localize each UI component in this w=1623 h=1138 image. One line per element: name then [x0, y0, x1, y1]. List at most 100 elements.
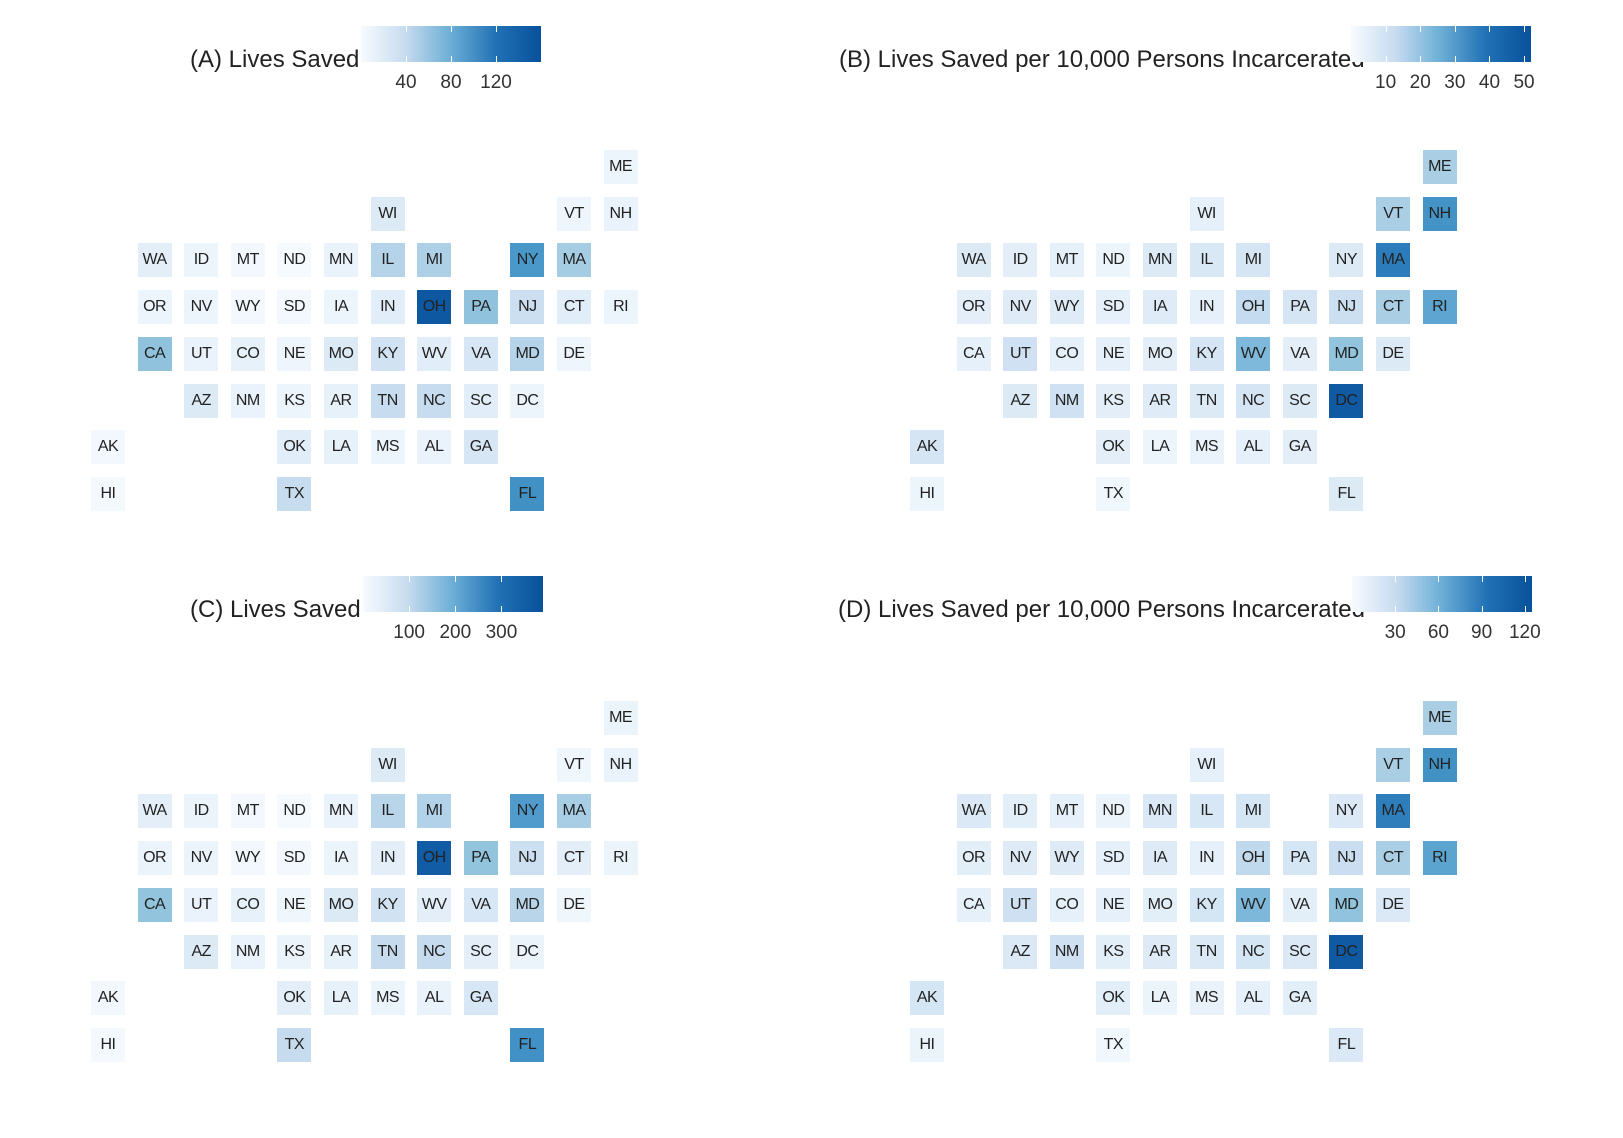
legend-tick-mark [501, 606, 503, 612]
state-tile-ok: OK [277, 430, 312, 465]
panel-title: (A) Lives Saved [190, 46, 360, 73]
state-tile-nc: NC [1236, 383, 1271, 418]
state-tile-ut: UT [184, 887, 219, 922]
state-tile-la: LA [324, 981, 358, 1016]
state-tile-tn: TN [370, 383, 405, 418]
state-tile-ne: NE [277, 336, 312, 371]
legend-tick-mark [455, 606, 457, 612]
legend-tick-label: 30 [1384, 622, 1406, 643]
state-tile-ca: CA [137, 336, 172, 371]
state-tile-ct: CT [557, 841, 591, 876]
panel-a: (A) Lives Saved 40 80 120 AK HI WA OR CA ID NV UT… [0, 0, 811, 566]
panel-b: (B) Lives Saved per 10,000 Persons Incar… [839, 0, 1623, 566]
tile-grid: AK HI WA OR CA ID NV UT AZ MT WY CO NM ND SD NE KS OK TX MN… [851, 0, 1623, 566]
state-tile-dc: DC [510, 383, 545, 418]
state-tile-dc: DC [1329, 934, 1364, 969]
legend-tick-label: 40 [1478, 72, 1501, 93]
state-tile-ar: AR [324, 934, 358, 969]
state-tile-ks: KS [1096, 383, 1131, 418]
state-tile-sd: SD [1096, 290, 1131, 325]
state-tile-nm: NM [230, 383, 265, 418]
legend-tick-mark [455, 576, 457, 582]
state-tile-fl: FL [510, 1027, 545, 1062]
legend-tick-mark [1524, 606, 1526, 612]
state-tile-sd: SD [277, 290, 312, 325]
state-tile-id: ID [1003, 794, 1038, 829]
state-tile-ne: NE [277, 887, 312, 922]
state-tile-ak: AK [91, 430, 125, 465]
state-tile-fl: FL [1329, 1027, 1364, 1062]
state-tile-il: IL [370, 243, 405, 278]
state-tile-mt: MT [1049, 243, 1084, 278]
state-tile-wi: WI [370, 196, 405, 231]
state-tile-hi: HI [91, 476, 125, 511]
state-tile-vt: VT [557, 747, 591, 782]
state-tile-wa: WA [956, 243, 991, 278]
state-tile-ia: IA [1143, 290, 1177, 325]
state-tile-wv: WV [417, 887, 452, 922]
state-tile-oh: OH [1236, 841, 1271, 876]
legend-tick-mark [501, 576, 503, 582]
state-tile-ga: GA [463, 981, 498, 1016]
legend-tick-mark [1395, 606, 1397, 612]
state-tile-al: AL [1236, 430, 1271, 465]
state-tile-wy: WY [1049, 290, 1084, 325]
state-tile-va: VA [1282, 336, 1317, 371]
state-tile-sc: SC [463, 383, 498, 418]
state-tile-tx: TX [277, 1027, 312, 1062]
state-tile-va: VA [463, 887, 498, 922]
state-tile-nd: ND [1096, 794, 1131, 829]
state-tile-me: ME [603, 150, 638, 184]
panel-title: (D) Lives Saved per 10,000 Persons Incar… [838, 596, 1365, 623]
state-tile-nh: NH [603, 196, 638, 231]
state-tile-dc: DC [510, 934, 545, 969]
state-tile-mn: MN [1143, 243, 1177, 278]
state-tile-ca: CA [956, 887, 991, 922]
state-tile-nj: NJ [1329, 290, 1364, 325]
state-tile-in: IN [1189, 290, 1224, 325]
state-tile-ct: CT [1376, 841, 1410, 876]
legend-tick-label: 10 [1375, 72, 1397, 93]
state-tile-ak: AK [910, 430, 944, 465]
state-tile-co: CO [230, 336, 265, 371]
state-tile-tx: TX [277, 476, 312, 511]
state-tile-sc: SC [1282, 383, 1317, 418]
state-tile-in: IN [370, 841, 405, 876]
state-tile-vt: VT [1376, 747, 1410, 782]
state-tile-ky: KY [370, 336, 405, 371]
state-tile-nd: ND [277, 794, 312, 829]
state-tile-ok: OK [277, 981, 312, 1016]
state-tile-me: ME [1422, 150, 1457, 184]
state-tile-tn: TN [1189, 934, 1224, 969]
state-tile-ct: CT [557, 290, 591, 325]
legend-tick-mark [1524, 26, 1526, 32]
state-tile-wv: WV [1236, 887, 1271, 922]
state-tile-mn: MN [324, 243, 358, 278]
state-tile-nv: NV [1003, 290, 1038, 325]
state-tile-il: IL [370, 794, 405, 829]
state-tile-vt: VT [557, 196, 591, 231]
state-tile-nm: NM [1049, 383, 1084, 418]
legend-tick-label: 300 [485, 622, 518, 643]
state-tile-al: AL [417, 981, 452, 1016]
state-tile-tx: TX [1096, 1027, 1131, 1062]
state-tile-nm: NM [1049, 934, 1084, 969]
state-tile-co: CO [1049, 336, 1084, 371]
legend-tick-label: 120 [1508, 622, 1541, 643]
state-tile-wa: WA [137, 794, 172, 829]
state-tile-oh: OH [417, 290, 452, 325]
state-tile-il: IL [1189, 243, 1224, 278]
state-tile-ms: MS [370, 981, 405, 1016]
color-legend: 10 20 30 40 50 [1351, 26, 1535, 93]
state-tile-tn: TN [1189, 383, 1224, 418]
legend-tick-mark [451, 26, 452, 32]
legend-gradient [1352, 576, 1532, 612]
state-tile-id: ID [184, 243, 219, 278]
state-tile-nv: NV [184, 841, 219, 876]
state-tile-de: DE [1376, 336, 1410, 371]
state-tile-hi: HI [910, 476, 944, 511]
state-tile-la: LA [1143, 430, 1177, 465]
state-tile-la: LA [324, 430, 358, 465]
state-tile-mi: MI [1236, 243, 1271, 278]
state-tile-ga: GA [1282, 981, 1317, 1016]
